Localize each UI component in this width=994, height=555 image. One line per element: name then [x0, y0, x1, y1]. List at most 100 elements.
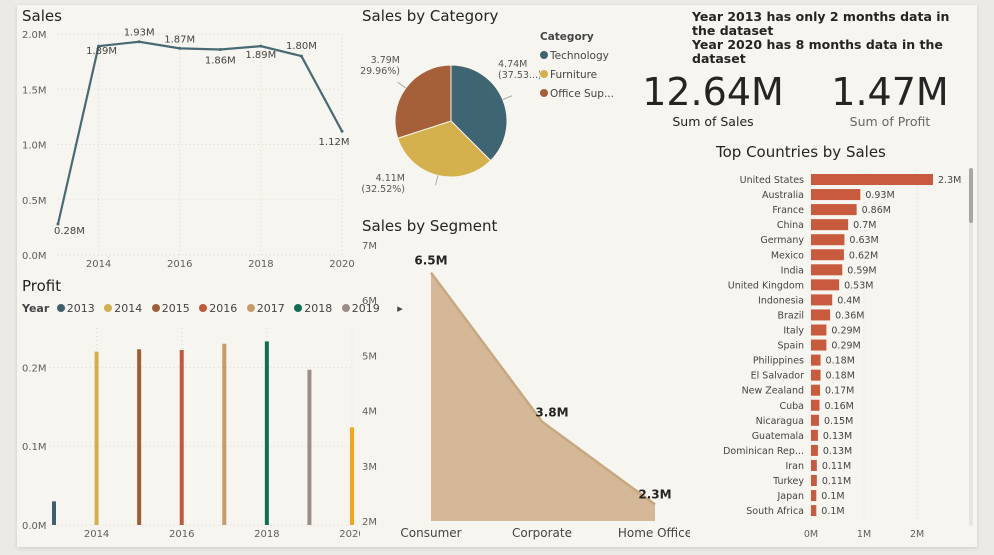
country-label: Iran	[785, 461, 804, 472]
legend-dot	[199, 304, 208, 312]
profit-legend-title: Year	[22, 302, 50, 315]
profit-title: Profit	[22, 277, 62, 295]
data-label: 0.11M	[822, 461, 851, 472]
legend-dot	[246, 304, 255, 312]
country-bar	[811, 399, 820, 411]
country-bar	[811, 264, 843, 276]
legend-item-2017[interactable]: 2017	[246, 302, 285, 315]
legend-dot	[104, 304, 113, 312]
data-label: 0.4M	[837, 295, 860, 306]
country-bar	[811, 204, 857, 216]
legend-item-2013[interactable]: 2013	[56, 302, 95, 315]
legend-label: 2017	[256, 302, 285, 315]
legend-next-arrow-icon[interactable]: ▸	[397, 302, 403, 315]
profit-bar-2013	[52, 501, 56, 525]
legend-dot	[294, 304, 303, 312]
country-label: Philippines	[753, 356, 804, 367]
x-tick-label: 2016	[167, 259, 192, 270]
category-pie-chart: 4.74M(37.53...) 4.11M(32.52%) 3.79M(29.96%…	[360, 55, 540, 195]
data-point	[218, 47, 222, 51]
data-note: Year 2013 has only 2 months data in the …	[692, 10, 967, 66]
legend-item-office-supplies[interactable]: Office Sup...	[540, 85, 614, 104]
kpi-sales-value: 12.64M	[642, 70, 784, 114]
country-bar	[811, 505, 817, 517]
country-label: Nicaragua	[756, 416, 804, 427]
data-label: 0.18M	[826, 371, 855, 382]
legend-dot	[151, 304, 160, 312]
legend-label: 2014	[114, 302, 143, 315]
country-bar	[811, 219, 849, 231]
note-line-2: Year 2020 has 8 months data in the datas…	[692, 37, 943, 66]
country-bar	[811, 444, 818, 456]
legend-item-furniture[interactable]: Furniture	[540, 66, 614, 85]
segment-series-line	[429, 271, 656, 506]
x-tick-label: Consumer	[400, 526, 461, 540]
country-label: India	[781, 265, 804, 276]
slice-percent-label: (29.96%)	[360, 66, 400, 77]
country-bar	[811, 384, 821, 396]
profit-bar-2019	[307, 369, 312, 525]
country-label: France	[772, 205, 804, 216]
slice-value-label: 4.11M	[376, 173, 405, 184]
country-label: Brazil	[777, 310, 804, 321]
country-bar	[811, 249, 844, 261]
profit-bar-2015	[137, 349, 142, 525]
data-label: 0.18M	[826, 356, 855, 367]
data-label: 0.17M	[825, 386, 854, 397]
profit-bar-2014	[94, 351, 99, 525]
country-label: United States	[740, 175, 804, 186]
note-line-1: Year 2013 has only 2 months data in the …	[692, 9, 950, 38]
leader-line	[397, 81, 406, 89]
data-point	[178, 46, 182, 50]
data-label: 0.63M	[849, 235, 878, 246]
legend-label: 2018	[304, 302, 333, 315]
legend-label: Technology	[550, 50, 609, 62]
data-label: 2.3M	[638, 487, 671, 501]
x-tick-label: 2018	[248, 259, 273, 270]
countries-scrollbar[interactable]	[969, 168, 973, 526]
scrollbar-thumb[interactable]	[969, 168, 973, 223]
legend-item-2015[interactable]: 2015	[151, 302, 190, 315]
y-tick-label: 1.5M	[22, 85, 47, 96]
x-tick-label: 2014	[86, 259, 111, 270]
data-label: 0.28M	[54, 226, 85, 237]
data-label: 0.13M	[823, 446, 852, 457]
data-point	[137, 40, 141, 44]
data-label: 0.93M	[865, 190, 894, 201]
data-label: 1.86M	[205, 55, 236, 66]
legend-item-2016[interactable]: 2016	[199, 302, 237, 315]
legend-label: Office Sup...	[550, 88, 614, 100]
sales-line-chart: 0.0M 0.5M 1.0M 1.5M 2.0M 2014 2016 2018 2020 0.28…	[22, 28, 355, 270]
country-label: El Salvador	[751, 371, 804, 382]
pie-slice-1	[397, 120, 492, 178]
legend-item-2018[interactable]: 2018	[294, 302, 332, 315]
legend-item-2014[interactable]: 2014	[104, 302, 142, 315]
data-label: 0.53M	[844, 280, 873, 291]
legend-item-technology[interactable]: Technology	[540, 47, 614, 66]
x-tick-label: 2018	[254, 529, 279, 540]
profit-bar-2016	[179, 350, 184, 525]
slice-percent-label: (37.53...)	[498, 70, 540, 81]
y-tick-label: 6M	[362, 296, 377, 307]
data-label: 0.16M	[824, 401, 853, 412]
country-bar	[811, 189, 861, 201]
country-label: United Kingdom	[728, 280, 804, 291]
category-title: Sales by Category	[362, 7, 499, 25]
profit-bar-2017	[222, 343, 227, 525]
data-label: 0.13M	[823, 431, 852, 442]
data-label: 0.36M	[835, 310, 864, 321]
country-label: Guatemala	[752, 431, 804, 442]
y-tick-label: 4M	[362, 407, 377, 418]
data-label: 0.29M	[831, 326, 860, 337]
x-tick-label: 2014	[84, 529, 109, 540]
y-tick-label: 0.2M	[22, 363, 47, 374]
y-tick-label: 2.0M	[22, 30, 47, 41]
country-label: China	[777, 220, 804, 231]
kpi-sales-card[interactable]: 12.64M Sum of Sales	[628, 70, 798, 129]
y-tick-label: 0.0M	[22, 521, 47, 532]
legend-item-2019[interactable]: 2019	[341, 302, 380, 315]
slice-value-label: 4.74M	[498, 59, 527, 70]
country-bar	[811, 490, 817, 502]
data-label: 0.7M	[853, 220, 876, 231]
kpi-profit-card[interactable]: 1.47M Sum of Profit	[810, 70, 970, 129]
